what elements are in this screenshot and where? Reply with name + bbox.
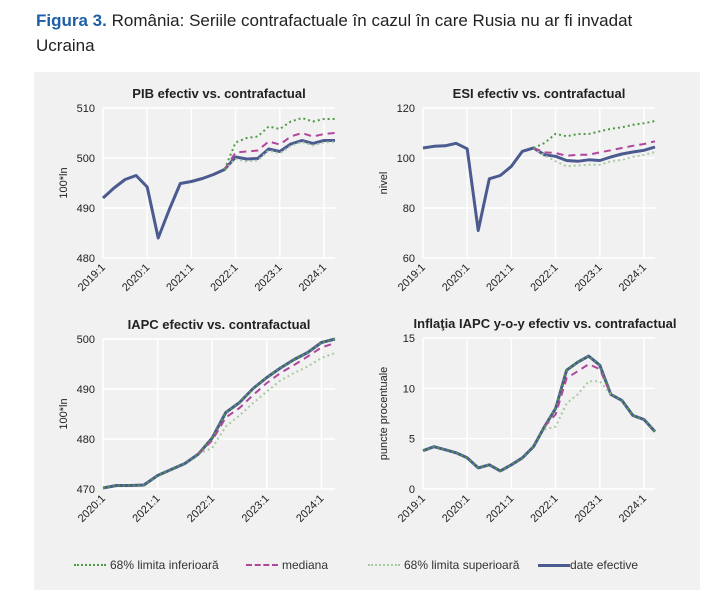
y-axis-label: 100*ln [58,167,70,198]
x-tick-label: 2024:1 [617,493,649,525]
y-tick-label: 15 [403,333,415,345]
series-line-mediana [223,132,336,171]
series-line-mediana [533,140,656,157]
chart-title: ESI efectiv vs. contrafactual [453,86,626,101]
y-tick-label: 470 [77,484,95,496]
legend-swatch-actual [538,563,570,567]
x-tick-label: 2023:1 [253,262,285,294]
y-tick-label: 80 [403,203,415,215]
series-line-68-limita-inferioar- [533,120,656,149]
legend-label: mediana [282,558,329,572]
x-tick-label: 2019:1 [396,262,428,294]
legend-item-lower: 68% limita inferioară [74,558,219,572]
y-tick-label: 490 [77,384,95,396]
x-tick-label: 2022:1 [528,262,560,294]
y-tick-label: 10 [403,383,415,395]
y-tick-label: 510 [77,103,95,115]
series-line-68-limita-inferioar- [422,355,656,472]
y-tick-label: 480 [77,253,95,265]
y-tick-label: 120 [397,103,415,115]
x-tick-label: 2020:1 [440,493,472,525]
chart-1: 480 490 500 510 2019:1 2020:1 2021:1 2022:1 2023… [58,86,336,294]
x-tick-label: 2019:1 [396,493,428,525]
legend-item-actual: date efective [538,558,638,572]
figure-caption: România: Seriile contrafactuale în cazul… [36,11,633,55]
x-tick-label: 2021:1 [484,493,516,525]
y-axis-label: puncte procentuale [378,367,390,461]
y-tick-label: 5 [409,434,415,446]
x-tick-label: 2021:1 [164,262,196,294]
series-line-date-efective [422,141,656,232]
chart-3: 470 480 490 500 2020:1 2021:1 2022:1 2023:1 2024… [58,317,336,525]
y-tick-label: 60 [403,253,415,265]
chart-title: IAPC efectiv vs. contrafactual [128,317,311,332]
y-tick-label: 500 [77,334,95,346]
x-tick-label: 2024:1 [617,262,649,294]
x-tick-label: 2020:1 [440,262,472,294]
x-tick-label: 2023:1 [573,493,605,525]
x-tick-label: 2022:1 [185,493,217,525]
x-tick-label: 2021:1 [484,262,516,294]
x-tick-label: 2023:1 [240,493,272,525]
x-tick-label: 2022:1 [528,493,560,525]
chart-title: PIB efectiv vs. contrafactual [132,86,305,101]
y-tick-label: 480 [77,434,95,446]
x-tick-label: 2024:1 [294,493,326,525]
x-tick-label: 2020:1 [120,262,152,294]
legend-label: 68% limita superioară [404,558,520,572]
legend-swatch-lower [74,564,106,566]
series-line-date-efective [102,337,336,490]
legend-label: date efective [570,558,639,572]
figure-number: Figura 3. [36,11,107,30]
y-tick-label: 100 [397,153,415,165]
y-axis-label: 100*ln [58,398,70,429]
legend-swatch-median [246,564,278,566]
series-line-68-limita-inferioar- [102,338,336,489]
y-tick-label: 500 [77,153,95,165]
figure-title: Figura 3. România: Seriile contrafactual… [36,8,676,58]
y-tick-label: 490 [77,203,95,215]
series-line-68-limita-superioar- [198,352,336,455]
legend-item-upper: 68% limita superioară [368,558,519,572]
legend-label: 68% limita inferioară [110,558,219,572]
x-tick-label: 2019:1 [76,262,108,294]
y-axis-label: nivel [378,172,390,195]
chart-4: 0 5 10 15 2019:1 2020:1 2021:1 2022:1 2023:1 2024… [378,316,676,525]
y-tick-label: 0 [409,484,415,496]
x-tick-label: 2024:1 [297,262,329,294]
x-tick-label: 2022:1 [208,262,240,294]
legend-item-median: mediana [246,558,328,572]
legend-swatch-upper [368,564,400,566]
series-line-68-limita-superioar- [532,147,656,168]
x-tick-label: 2020:1 [76,493,108,525]
chart-title: Inflaţia IAPC y-o-y efectiv vs. contrafa… [414,316,677,331]
series-line-date-efective [101,139,335,240]
chart-2: 60 80 100 120 2019:1 2020:1 2021:1 2022:1 2023:1… [378,86,656,294]
x-tick-label: 2023:1 [573,262,605,294]
x-tick-label: 2021:1 [130,493,162,525]
